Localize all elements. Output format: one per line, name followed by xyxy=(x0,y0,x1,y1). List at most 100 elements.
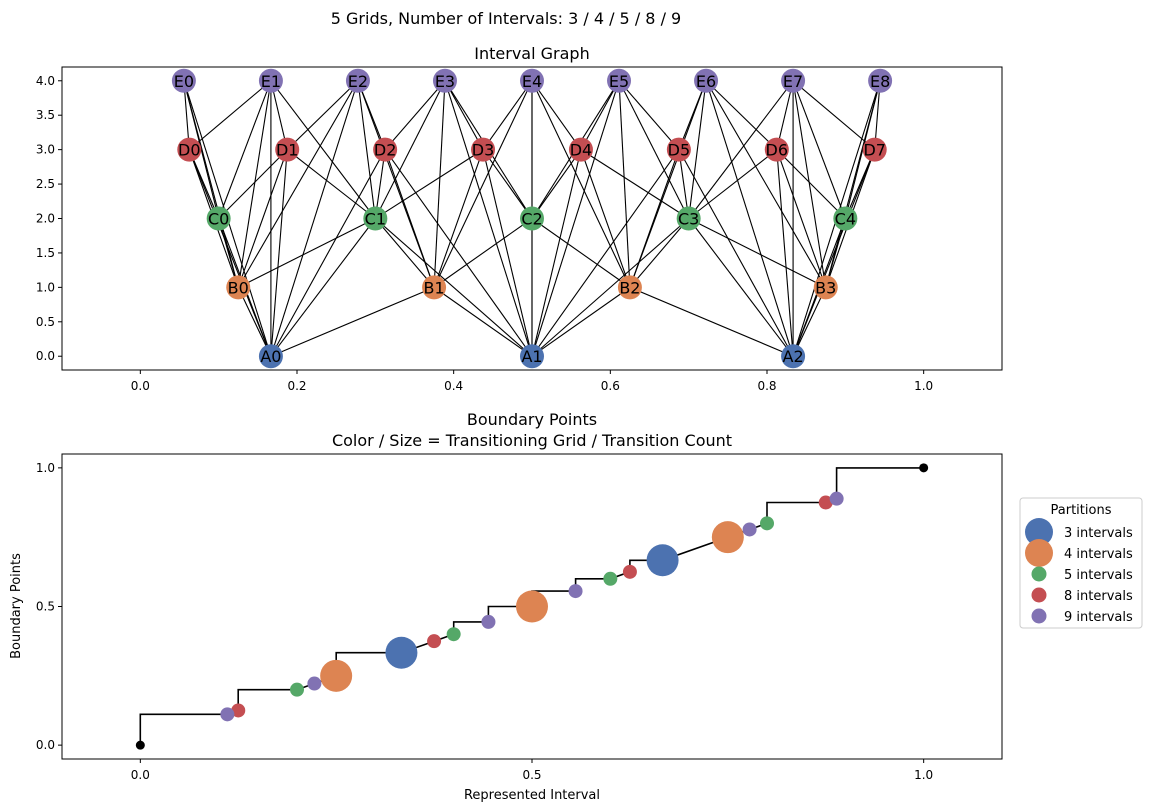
graph-edge xyxy=(357,80,386,150)
graph-node-label: A1 xyxy=(521,347,542,366)
graph-node xyxy=(862,137,887,162)
graph-edge xyxy=(286,80,359,151)
boundary-marker xyxy=(385,636,418,669)
interval-graph-nodes: A0 A1 A2 B0 B1 B2 B3 C0 C1 C2 C3 C4 D0 D1 D2 D3 D4 D5 D6 D7… xyxy=(171,68,893,369)
legend-label: 4 intervals xyxy=(1064,547,1133,562)
graph-edge xyxy=(792,80,876,151)
graph-node-label: D4 xyxy=(570,141,593,160)
x-tick-label: 1.0 xyxy=(914,379,933,393)
graph-edge xyxy=(776,149,846,219)
graph-node xyxy=(520,68,544,93)
y-tick-label: 2.0 xyxy=(36,212,55,226)
legend-title: Partitions xyxy=(1051,503,1112,518)
graph-node xyxy=(258,344,283,369)
graph-edge xyxy=(444,80,484,150)
graph-edge xyxy=(688,149,778,219)
boundary-marker xyxy=(818,495,833,510)
graph-node xyxy=(177,137,202,162)
graph-node-label: C1 xyxy=(365,210,386,229)
graph-edge xyxy=(776,149,794,357)
y-tick-label: 3.5 xyxy=(36,108,55,122)
graph-edge xyxy=(384,149,533,357)
graph-edge xyxy=(270,149,386,357)
graph-edge xyxy=(433,149,484,288)
graph-edge xyxy=(238,218,376,288)
graph-edge xyxy=(618,80,690,219)
graph-node xyxy=(833,206,858,231)
graph-edge xyxy=(531,149,680,357)
legend-label: 3 intervals xyxy=(1064,526,1133,541)
y-tick-label: 0.5 xyxy=(36,315,55,329)
graph-edge xyxy=(792,80,846,219)
legend-label: 5 intervals xyxy=(1064,568,1133,583)
graph-node-label: D2 xyxy=(374,141,397,160)
graph-node xyxy=(764,137,789,162)
graph-edge xyxy=(270,286,435,357)
graph-node-label: E1 xyxy=(261,72,281,91)
graph-edge xyxy=(188,80,272,151)
graph-node-label: B2 xyxy=(619,278,640,297)
graph-node xyxy=(568,137,593,162)
boundary-points-axes: 0.0 0.5 1.0 0.0 0.5 1.0 xyxy=(36,461,933,782)
graph-edge xyxy=(357,80,435,288)
graph-node-label: D0 xyxy=(178,141,201,160)
graph-node-label: E4 xyxy=(522,72,542,91)
graph-edge xyxy=(531,286,631,357)
graph-node-label: D7 xyxy=(863,141,886,160)
graph-node xyxy=(422,275,447,300)
boundary-marker xyxy=(446,627,461,642)
graph-node-label: E7 xyxy=(783,72,803,91)
boundary-marker xyxy=(742,522,757,537)
graph-edge xyxy=(531,80,620,357)
legend-label: 9 intervals xyxy=(1064,610,1133,625)
y-tick-label: 1.0 xyxy=(36,280,55,294)
graph-edge xyxy=(384,80,446,150)
graph-edge xyxy=(844,149,876,219)
graph-edge xyxy=(792,149,876,357)
graph-edge xyxy=(629,80,707,288)
legend-label: 8 intervals xyxy=(1064,589,1133,604)
interval-graph-panel: Interval Graph 0.0 0.2 0.4 0.6 0.8 1.0 0.0 0.5 1… xyxy=(36,44,1003,393)
legend-marker xyxy=(1025,518,1053,546)
graph-edge xyxy=(237,149,288,288)
graph-edge xyxy=(792,80,827,288)
boundary-marker xyxy=(829,491,844,506)
graph-node-label: C4 xyxy=(835,210,856,229)
graph-edge xyxy=(531,149,582,219)
boundary-marker xyxy=(481,614,496,629)
graph-node-label: A0 xyxy=(260,347,281,366)
graph-edge xyxy=(580,80,620,150)
graph-edge xyxy=(218,149,288,219)
graph-node xyxy=(373,137,398,162)
interval-graph-axes: 0.0 0.2 0.4 0.6 0.8 1.0 0.0 0.5 1.0 1.5 2.0 2.5 3.0 3… xyxy=(36,74,933,393)
graph-node-label: B1 xyxy=(424,278,445,297)
graph-edge xyxy=(678,80,707,150)
boundary-marker xyxy=(320,659,353,692)
y-tick-label: 4.0 xyxy=(36,74,55,88)
boundary-marker xyxy=(603,571,618,586)
graph-edge xyxy=(531,80,582,150)
graph-node-label: D5 xyxy=(668,141,691,160)
graph-node-label: E2 xyxy=(348,72,368,91)
figure-title: 5 Grids, Number of Intervals: 3 / 4 / 5 … xyxy=(331,9,681,28)
graph-node-label: E5 xyxy=(609,72,629,91)
boundary-markers xyxy=(135,463,929,750)
boundary-points-title: Boundary Points xyxy=(467,410,597,429)
graph-edge xyxy=(705,80,778,151)
graph-edge xyxy=(531,149,582,357)
graph-node-label: E3 xyxy=(435,72,455,91)
graph-edge xyxy=(629,286,794,357)
graph-edge xyxy=(482,80,533,150)
legend-marker xyxy=(1031,608,1047,624)
boundary-marker xyxy=(711,521,744,554)
graph-edge xyxy=(270,80,376,219)
graph-node-label: E8 xyxy=(870,72,890,91)
boundary-marker xyxy=(290,682,304,697)
graph-node xyxy=(520,206,544,231)
graph-edge xyxy=(237,287,272,357)
graph-node xyxy=(226,275,251,300)
graph-edge xyxy=(580,149,631,288)
boundary-marker xyxy=(646,544,679,577)
graph-edge xyxy=(531,218,631,288)
